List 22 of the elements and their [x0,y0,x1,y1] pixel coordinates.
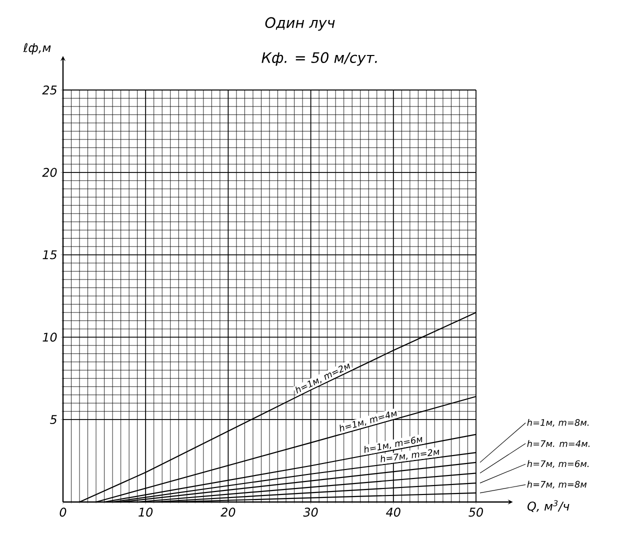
text: h=7м, m=6м. [527,460,589,468]
text: h=1м, m=8м. [527,418,589,427]
y-tick-label: 20 [42,168,57,177]
y-axis-title: ℓф,м [23,43,51,54]
y-tick-label: 10 [42,332,57,342]
x-tick-label: 30 [303,508,318,517]
text: h=1м, m=6м [364,436,422,453]
x-tick-label: 50 [468,508,483,517]
x-tick-label: 40 [386,508,400,517]
x-tick-label: 0 [60,508,66,517]
chart-title: Один луч [265,17,335,31]
x-axis-title: Q, м$^{3}$/ч [528,500,570,512]
text: h=7м, m=8м [527,480,587,489]
chart-subtitle: Кф. = 50 м/сут. [262,52,377,66]
x-tick-label: 10 [138,508,153,517]
text: h=7м, m=2м [380,449,440,462]
y-tick-label: 5 [50,415,57,424]
text: h=7м. m=4м. [527,440,590,447]
text: h=1м, m=4м [340,411,397,432]
y-tick-label: 25 [42,85,57,95]
y-tick-label: 15 [42,250,57,260]
x-tick-label: 20 [220,508,236,517]
